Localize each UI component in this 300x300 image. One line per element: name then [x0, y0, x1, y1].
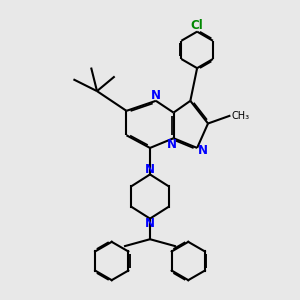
Text: N: N: [151, 89, 161, 102]
Text: Cl: Cl: [191, 19, 203, 32]
Text: N: N: [197, 144, 207, 158]
Text: N: N: [144, 217, 154, 230]
Text: N: N: [167, 138, 177, 151]
Text: N: N: [144, 163, 154, 176]
Text: CH₃: CH₃: [231, 110, 249, 121]
